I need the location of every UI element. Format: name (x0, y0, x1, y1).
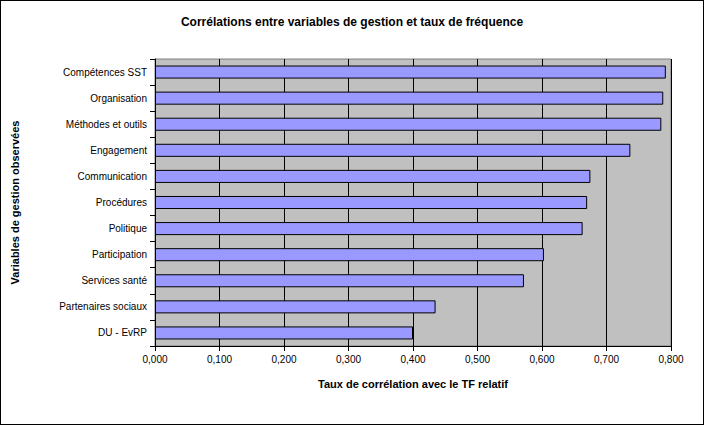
svg-text:0,500: 0,500 (465, 354, 490, 365)
svg-text:Compétences SST: Compétences SST (63, 67, 147, 78)
svg-text:Partenaires sociaux: Partenaires sociaux (59, 301, 147, 312)
svg-text:Engagement: Engagement (90, 145, 147, 156)
svg-text:0,800: 0,800 (658, 354, 683, 365)
svg-text:Variables de gestion observées: Variables de gestion observées (9, 121, 21, 285)
svg-text:0,700: 0,700 (594, 354, 619, 365)
svg-text:DU - EvRP: DU - EvRP (98, 327, 147, 338)
svg-text:0,600: 0,600 (529, 354, 554, 365)
svg-text:Politique: Politique (109, 223, 148, 234)
svg-text:0,300: 0,300 (336, 354, 361, 365)
svg-text:Communication: Communication (78, 171, 147, 182)
svg-text:Procédures: Procédures (96, 197, 147, 208)
svg-text:Taux de corrélation avec le TF: Taux de corrélation avec le TF relatif (318, 378, 508, 390)
svg-text:0,200: 0,200 (271, 354, 296, 365)
svg-text:0,000: 0,000 (142, 354, 167, 365)
svg-text:0,400: 0,400 (400, 354, 425, 365)
svg-text:0,100: 0,100 (207, 354, 232, 365)
svg-text:Méthodes et outils: Méthodes et outils (66, 119, 147, 130)
svg-text:Services santé: Services santé (81, 275, 147, 286)
svg-text:Participation: Participation (92, 249, 147, 260)
svg-text:Organisation: Organisation (90, 93, 147, 104)
svg-text:Corrélations entre variables d: Corrélations entre variables de gestion … (181, 15, 523, 29)
